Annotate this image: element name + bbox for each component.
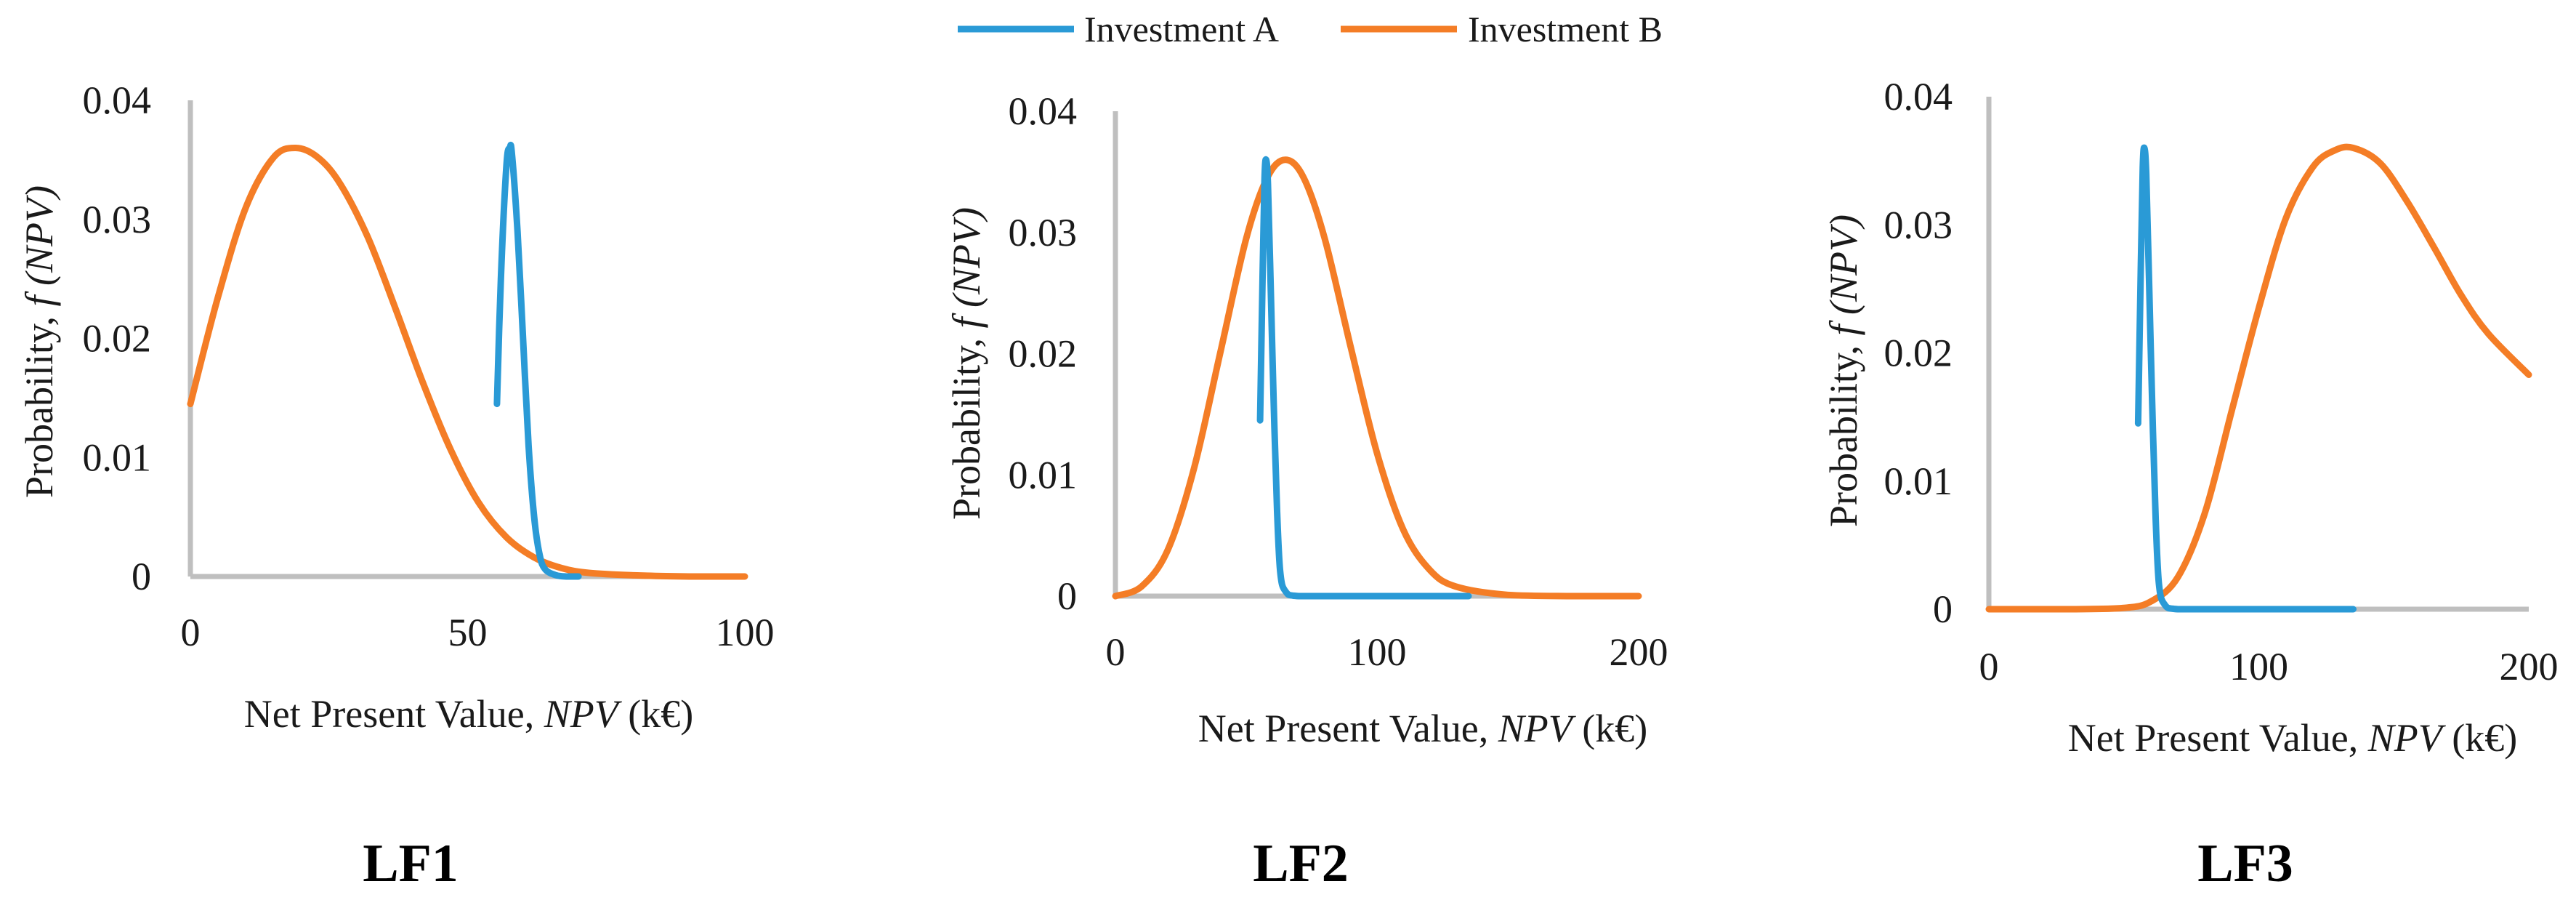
lf3-x-tick-label: 200	[2500, 645, 2559, 688]
lf2-panel-label: LF2	[1253, 834, 1349, 893]
lf3-x-tick-labels: 0 100 200	[1979, 645, 2559, 688]
lf1-plot	[187, 100, 748, 580]
lf2-y-tick-label: 0.01	[1009, 453, 1078, 497]
lf1-y-tick-label: 0	[132, 555, 151, 598]
chart-lf2: 0 0.01 0.02 0.03 0.04 0 100 200 Net Present Va…	[945, 89, 1668, 893]
lf3-y-tick-label: 0.04	[1884, 75, 1953, 118]
lf3-y-tick-label: 0	[1933, 587, 1953, 631]
lf3-panel-label: LF3	[2197, 834, 2293, 893]
lf1-x-tick-label: 100	[716, 611, 775, 654]
lf3-x-axis-title: Net Present Value, NPV (k€)	[2068, 716, 2517, 760]
lf1-x-tick-label: 0	[181, 611, 201, 654]
lf1-y-tick-label: 0.03	[83, 198, 152, 241]
lf2-series-investment-b	[1112, 156, 1642, 600]
legend-label-investment-b: Investment B	[1468, 9, 1663, 49]
lf2-x-tick-labels: 0 100 200	[1106, 630, 1668, 674]
lf3-y-axis-title: Probability, f (NPV)	[1822, 214, 1865, 527]
lf1-y-axis-title: Probability, f (NPV)	[17, 185, 61, 498]
lf2-y-tick-label: 0.04	[1009, 89, 1078, 133]
lf3-y-tick-labels: 0 0.01 0.02 0.03 0.04	[1884, 75, 1953, 631]
legend-label-investment-a: Investment A	[1084, 9, 1279, 49]
lf2-y-axis-title: Probability, f (NPV)	[945, 207, 988, 520]
lf2-x-tick-label: 0	[1106, 630, 1126, 674]
lf2-x-axis-title: Net Present Value, NPV (k€)	[1198, 707, 1647, 750]
lf1-y-tick-label: 0.02	[83, 317, 152, 361]
lf3-series-investment-b	[1985, 143, 2532, 613]
chart-lf3: 0 0.01 0.02 0.03 0.04 0 100 200 Net Present Va…	[1822, 75, 2559, 893]
lf2-y-tick-label: 0.03	[1009, 211, 1078, 254]
lf1-y-tick-labels: 0 0.01 0.02 0.03 0.04	[83, 79, 152, 598]
lf1-x-axis-title: Net Present Value, NPV (k€)	[244, 692, 693, 736]
lf1-x-tick-label: 50	[448, 611, 488, 654]
lf3-y-tick-label: 0.02	[1884, 332, 1953, 375]
lf1-series-investment-b	[187, 144, 748, 580]
lf1-panel-label: LF1	[363, 834, 459, 893]
lf3-y-tick-label: 0.03	[1884, 203, 1953, 246]
lf1-y-tick-label: 0.01	[83, 435, 152, 479]
lf2-y-tick-label: 0	[1057, 574, 1077, 618]
lf2-y-tick-labels: 0 0.01 0.02 0.03 0.04	[1009, 89, 1078, 618]
lf3-plot	[1985, 97, 2532, 613]
lf2-series-investment-a	[1256, 156, 1472, 600]
lf3-series-investment-a	[2134, 144, 2357, 613]
legend: Investment A Investment B	[958, 9, 1663, 49]
lf1-series-investment-a	[493, 141, 582, 580]
lf1-x-tick-labels: 0 50 100	[181, 611, 775, 654]
lf3-y-tick-label: 0.01	[1884, 459, 1953, 503]
lf2-y-tick-label: 0.02	[1009, 332, 1078, 376]
lf3-x-tick-label: 100	[2229, 645, 2288, 688]
lf1-y-tick-label: 0.04	[83, 79, 152, 122]
lf2-x-tick-label: 100	[1348, 630, 1407, 674]
lf2-x-tick-label: 200	[1610, 630, 1668, 674]
lf3-x-tick-label: 0	[1979, 645, 1999, 688]
chart-lf1: 0 0.01 0.02 0.03 0.04 0 50 100 Net Present Val…	[17, 79, 775, 893]
lf2-plot	[1112, 111, 1642, 600]
